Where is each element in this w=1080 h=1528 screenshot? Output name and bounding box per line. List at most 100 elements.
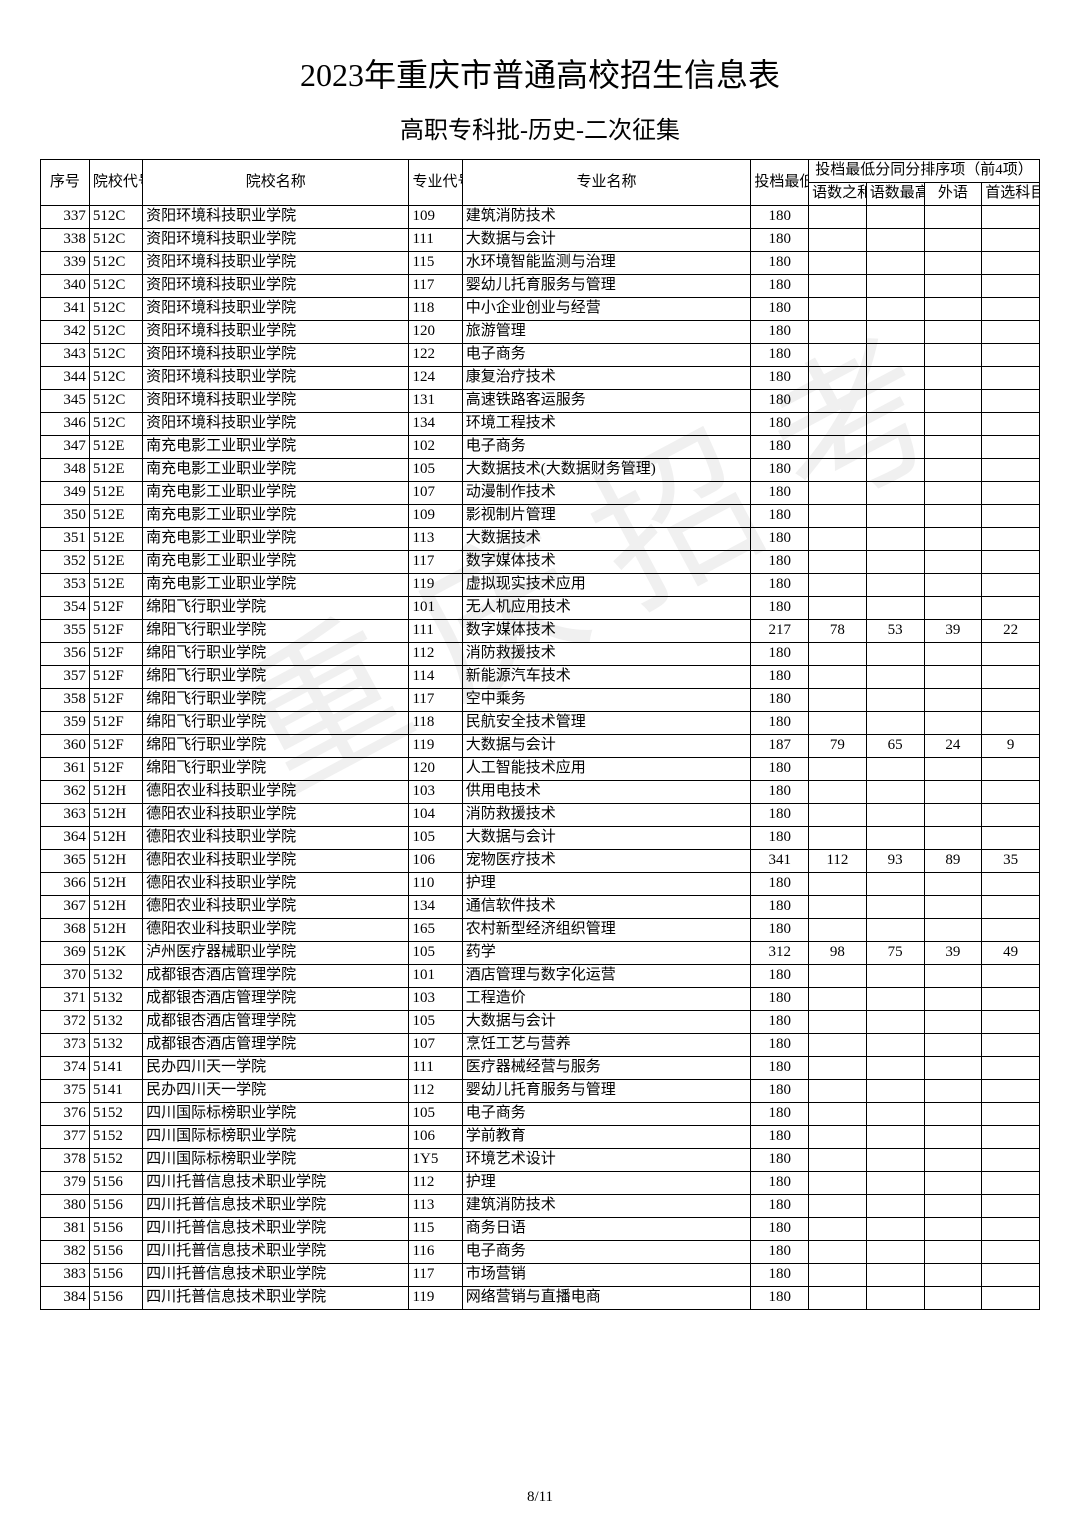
cell-seq: 371 [41, 988, 90, 1011]
cell-t3: 39 [924, 620, 982, 643]
table-header: 序号 院校代号 院校名称 专业代号 专业名称 投档最低分 投档最低分同分排序项（… [41, 160, 1040, 206]
cell-t1 [809, 459, 867, 482]
cell-major-name: 电子商务 [462, 436, 751, 459]
cell-school-name: 成都银杏酒店管理学院 [143, 1011, 409, 1034]
cell-score: 180 [751, 666, 809, 689]
cell-major-code: 112 [409, 1080, 462, 1103]
cell-major-name: 工程造价 [462, 988, 751, 1011]
cell-seq: 369 [41, 942, 90, 965]
table-row: 3815156四川托普信息技术职业学院115商务日语180 [41, 1218, 1040, 1241]
cell-seq: 343 [41, 344, 90, 367]
cell-t1 [809, 528, 867, 551]
cell-seq: 342 [41, 321, 90, 344]
cell-school-name: 资阳环境科技职业学院 [143, 229, 409, 252]
cell-t4 [982, 643, 1040, 666]
cell-school-name: 成都银杏酒店管理学院 [143, 965, 409, 988]
cell-t2 [866, 1287, 924, 1310]
cell-seq: 337 [41, 206, 90, 229]
cell-seq: 380 [41, 1195, 90, 1218]
cell-school-name: 四川托普信息技术职业学院 [143, 1241, 409, 1264]
cell-t3 [924, 321, 982, 344]
cell-t1 [809, 1080, 867, 1103]
cell-major-code: 111 [409, 620, 462, 643]
cell-major-code: 134 [409, 413, 462, 436]
cell-school-name: 资阳环境科技职业学院 [143, 206, 409, 229]
cell-school-name: 绵阳飞行职业学院 [143, 758, 409, 781]
cell-school-code: 512F [89, 758, 142, 781]
cell-t3 [924, 988, 982, 1011]
cell-school-code: 5132 [89, 988, 142, 1011]
cell-major-name: 大数据技术(大数据财务管理) [462, 459, 751, 482]
admission-table: 序号 院校代号 院校名称 专业代号 专业名称 投档最低分 投档最低分同分排序项（… [40, 159, 1040, 1310]
table-row: 368512H德阳农业科技职业学院165农村新型经济组织管理180 [41, 919, 1040, 942]
cell-score: 180 [751, 597, 809, 620]
th-t1: 语数之和 [809, 183, 867, 206]
cell-score: 180 [751, 252, 809, 275]
cell-score: 180 [751, 1080, 809, 1103]
th-t2: 语数最高 [866, 183, 924, 206]
cell-t4 [982, 206, 1040, 229]
cell-t3 [924, 344, 982, 367]
cell-major-code: 119 [409, 574, 462, 597]
cell-score: 180 [751, 275, 809, 298]
table-row: 3705132成都银杏酒店管理学院101酒店管理与数字化运营180 [41, 965, 1040, 988]
cell-seq: 358 [41, 689, 90, 712]
cell-t4 [982, 436, 1040, 459]
cell-t1 [809, 482, 867, 505]
cell-t1 [809, 1057, 867, 1080]
cell-school-name: 南充电影工业职业学院 [143, 482, 409, 505]
cell-t4 [982, 804, 1040, 827]
cell-school-code: 5132 [89, 1011, 142, 1034]
cell-t3 [924, 574, 982, 597]
cell-major-name: 电子商务 [462, 344, 751, 367]
cell-seq: 349 [41, 482, 90, 505]
cell-seq: 339 [41, 252, 90, 275]
cell-major-code: 105 [409, 1103, 462, 1126]
cell-major-code: 112 [409, 643, 462, 666]
cell-t3 [924, 206, 982, 229]
cell-t3 [924, 712, 982, 735]
cell-school-code: 5156 [89, 1172, 142, 1195]
cell-score: 180 [751, 965, 809, 988]
table-row: 3835156四川托普信息技术职业学院117市场营销180 [41, 1264, 1040, 1287]
table-row: 3725132成都银杏酒店管理学院105大数据与会计180 [41, 1011, 1040, 1034]
table-row: 345512C资阳环境科技职业学院131高速铁路客运服务180 [41, 390, 1040, 413]
cell-t2 [866, 551, 924, 574]
cell-t2 [866, 459, 924, 482]
cell-t2 [866, 574, 924, 597]
cell-school-code: 5141 [89, 1080, 142, 1103]
cell-major-name: 护理 [462, 873, 751, 896]
cell-major-code: 116 [409, 1241, 462, 1264]
cell-t2 [866, 528, 924, 551]
cell-school-name: 民办四川天一学院 [143, 1080, 409, 1103]
cell-seq: 367 [41, 896, 90, 919]
cell-school-name: 资阳环境科技职业学院 [143, 344, 409, 367]
cell-school-name: 资阳环境科技职业学院 [143, 413, 409, 436]
cell-major-code: 105 [409, 827, 462, 850]
cell-t2 [866, 1126, 924, 1149]
cell-seq: 347 [41, 436, 90, 459]
cell-score: 180 [751, 712, 809, 735]
cell-school-name: 四川托普信息技术职业学院 [143, 1172, 409, 1195]
cell-t3 [924, 252, 982, 275]
cell-seq: 361 [41, 758, 90, 781]
cell-t2 [866, 1218, 924, 1241]
cell-t4 [982, 390, 1040, 413]
table-row: 341512C资阳环境科技职业学院118中小企业创业与经营180 [41, 298, 1040, 321]
cell-t4 [982, 1034, 1040, 1057]
cell-school-code: 5156 [89, 1218, 142, 1241]
cell-major-name: 动漫制作技术 [462, 482, 751, 505]
cell-major-name: 网络营销与直播电商 [462, 1287, 751, 1310]
cell-major-code: 112 [409, 1172, 462, 1195]
cell-t3 [924, 459, 982, 482]
cell-score: 180 [751, 689, 809, 712]
table-row: 339512C资阳环境科技职业学院115水环境智能监测与治理180 [41, 252, 1040, 275]
cell-t4 [982, 482, 1040, 505]
cell-school-name: 绵阳飞行职业学院 [143, 712, 409, 735]
table-row: 358512F绵阳飞行职业学院117空中乘务180 [41, 689, 1040, 712]
table-row: 338512C资阳环境科技职业学院111大数据与会计180 [41, 229, 1040, 252]
cell-school-name: 德阳农业科技职业学院 [143, 804, 409, 827]
cell-major-name: 药学 [462, 942, 751, 965]
table-row: 353512E南充电影工业职业学院119虚拟现实技术应用180 [41, 574, 1040, 597]
cell-school-name: 资阳环境科技职业学院 [143, 252, 409, 275]
